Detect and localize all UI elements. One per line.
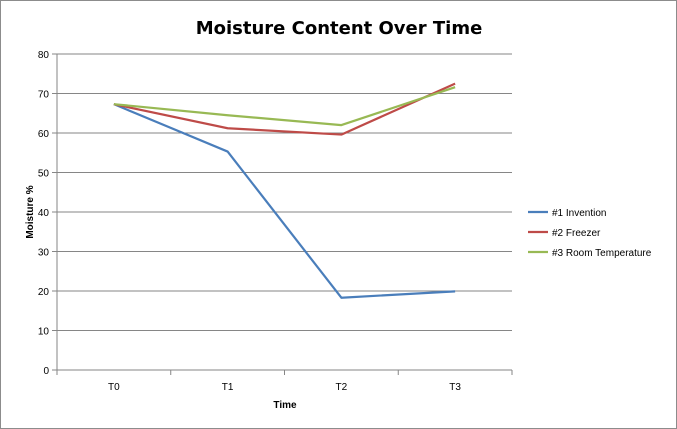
y-tick-label: 70 (38, 90, 50, 101)
x-tick-label: T1 (222, 382, 234, 393)
x-tick-label: T0 (108, 382, 120, 393)
x-axis-title: Time (273, 400, 297, 411)
y-tick-label: 50 (38, 169, 50, 180)
chart-title: Moisture Content Over Time (196, 18, 483, 39)
legend-entry: #1 Invention (552, 208, 607, 219)
y-tick-label: 0 (43, 366, 49, 377)
y-tick-label: 60 (38, 129, 50, 140)
gridlines (52, 53, 513, 375)
y-tick-label: 10 (38, 327, 50, 338)
y-tick-label: 80 (38, 50, 50, 61)
y-axis-title: Moisture % (25, 185, 36, 238)
series-line-3 (113, 86, 456, 127)
x-tick-label: T2 (336, 382, 348, 393)
x-tick-label: T3 (449, 382, 461, 393)
legend: #1 Invention #2 Freezer #3 Room Temperatur… (528, 208, 652, 259)
series-line-1 (113, 103, 456, 299)
y-tick-label: 30 (38, 248, 50, 259)
series-line-2 (113, 82, 456, 136)
y-tick-label: 40 (38, 208, 50, 219)
legend-entry: #3 Room Temperature (552, 248, 652, 259)
y-tick-labels: 0 10 20 30 40 50 60 70 80 (38, 50, 50, 377)
legend-entry: #2 Freezer (552, 228, 601, 239)
x-tick-labels: T0 T1 T2 T3 (108, 382, 461, 393)
y-tick-label: 20 (38, 287, 50, 298)
series-lines (113, 82, 456, 299)
